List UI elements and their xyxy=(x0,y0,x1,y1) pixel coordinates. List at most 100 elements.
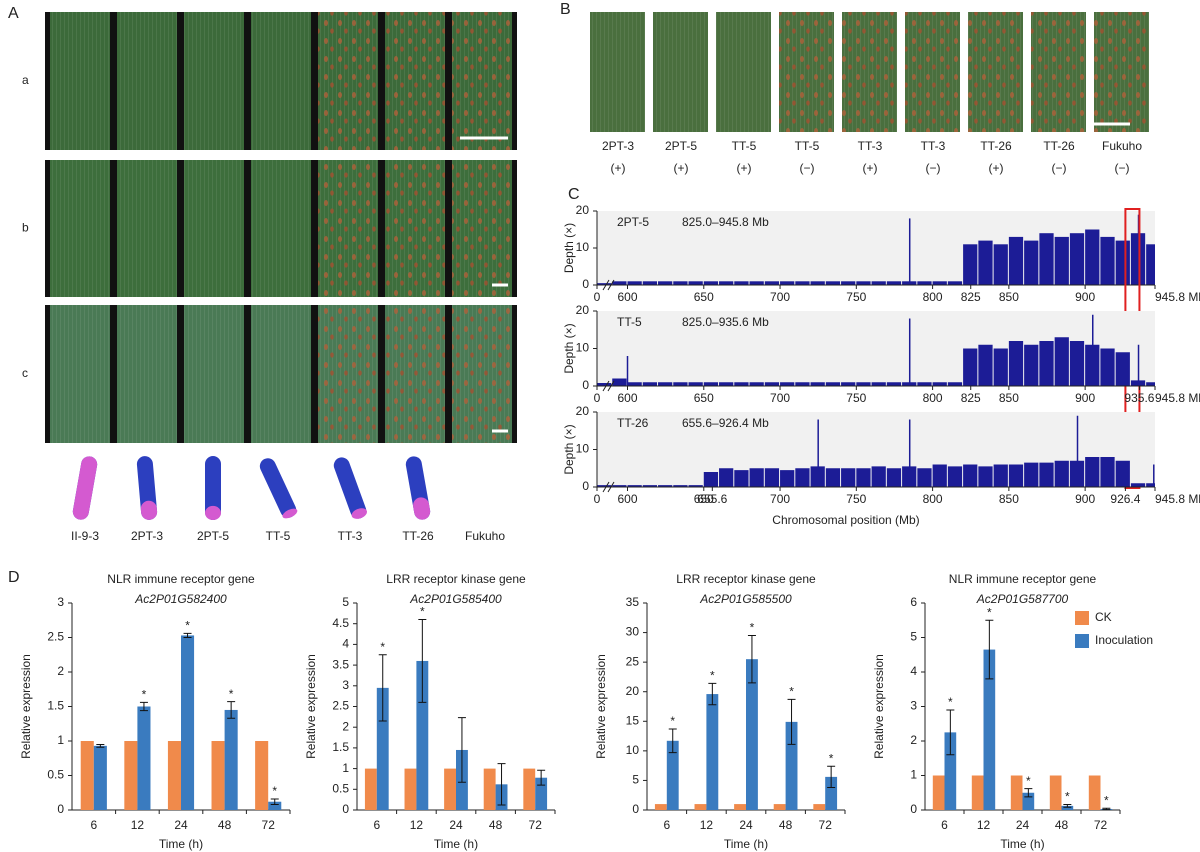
bar xyxy=(666,740,679,810)
chromosome-icon xyxy=(136,456,158,520)
panel-label: D xyxy=(8,569,20,586)
error-bar xyxy=(1024,788,1033,798)
gene-id: Ac2P01G585400 xyxy=(409,592,502,606)
bar xyxy=(654,804,667,810)
chromosome-segment xyxy=(259,458,297,518)
y-tick-label: 0 xyxy=(632,802,639,816)
depth-bar xyxy=(1054,460,1069,487)
significance-mark: * xyxy=(380,640,385,654)
depth-bar xyxy=(825,468,841,487)
bar xyxy=(137,706,151,810)
chart-title: NLR immune receptor gene xyxy=(949,572,1097,586)
y-tick-label: 2.5 xyxy=(47,630,64,644)
y-tick-label: 0 xyxy=(582,378,589,392)
chromosome-icon xyxy=(259,458,298,519)
genotype-label: II-9-3 xyxy=(71,529,99,543)
depth-bar xyxy=(780,382,795,386)
depth-bar xyxy=(886,281,902,285)
bar xyxy=(1010,775,1023,810)
chromosome-segment xyxy=(413,497,431,520)
gene-id: Ac2P01G582400 xyxy=(134,592,227,606)
x-tick-label: 850 xyxy=(999,492,1019,506)
y-tick-label: 0.5 xyxy=(332,781,349,795)
depth-bar xyxy=(673,382,688,386)
depth-bar xyxy=(658,281,673,285)
legend-label: CK xyxy=(1095,610,1112,624)
depth-bar xyxy=(917,468,932,487)
depth-bar xyxy=(841,281,856,285)
x-tick-label: 6 xyxy=(941,818,948,832)
depth-bar xyxy=(734,281,749,285)
error-bar xyxy=(827,765,836,789)
depth-bar xyxy=(612,281,627,285)
depth-bar xyxy=(1115,460,1130,487)
x-tick-label: 900 xyxy=(1075,290,1095,304)
depth-bar xyxy=(734,382,749,386)
panel-label: B xyxy=(560,1,571,18)
depth-bar xyxy=(749,382,764,386)
error-bar xyxy=(139,701,148,712)
bar xyxy=(746,659,758,810)
depth-bar xyxy=(947,281,963,285)
depth-bar xyxy=(1100,457,1115,487)
x-axis-label: Time (h) xyxy=(724,837,768,851)
error-bar xyxy=(1102,807,1111,811)
depth-bar xyxy=(1039,233,1054,285)
leaf-texture xyxy=(117,160,177,297)
significance-mark: * xyxy=(1065,790,1070,804)
y-axis-label: Relative expression xyxy=(19,654,33,759)
x-tick-label: 900 xyxy=(1075,492,1095,506)
y-axis-label: Depth (×) xyxy=(562,323,576,373)
x-axis-label: Time (h) xyxy=(1000,837,1044,851)
phenotype-label: (+) xyxy=(611,161,626,175)
x-tick-label: 24 xyxy=(739,818,753,832)
y-tick-label: 15 xyxy=(626,713,640,727)
y-tick-label: 1.5 xyxy=(47,699,64,713)
bar xyxy=(181,635,195,810)
chromosome-icon xyxy=(405,456,431,520)
rust-spots xyxy=(1031,12,1086,132)
depth-bar xyxy=(612,378,627,386)
depth-bar xyxy=(947,382,963,386)
y-axis-label: Relative expression xyxy=(872,654,886,759)
depth-bar xyxy=(780,470,795,487)
gene-id: Ac2P01G585500 xyxy=(699,592,792,606)
phenotype-label: (+) xyxy=(989,161,1004,175)
y-tick-label: 2 xyxy=(342,719,349,733)
y-tick-label: 30 xyxy=(626,625,640,639)
depth-bar xyxy=(963,464,978,487)
chromosome-icon xyxy=(205,456,221,520)
y-tick-label: 3.5 xyxy=(332,657,349,671)
chromosome-segment xyxy=(282,508,298,519)
depth-bar xyxy=(703,382,719,386)
bar xyxy=(211,741,225,810)
leaf-texture xyxy=(184,12,244,150)
significance-mark: * xyxy=(789,685,794,699)
error-bar xyxy=(96,743,105,748)
y-tick-label: 10 xyxy=(576,341,590,355)
depth-bar xyxy=(947,466,963,487)
bar xyxy=(773,804,786,810)
depth-bar xyxy=(1054,337,1069,386)
depth-bar xyxy=(810,281,825,285)
chromosome-segment xyxy=(140,500,158,520)
track-name: 2PT-5 xyxy=(617,215,649,229)
x-tick-label: 48 xyxy=(779,818,793,832)
rust-spots xyxy=(779,12,834,132)
depth-bar xyxy=(978,466,993,487)
bar xyxy=(224,709,238,810)
y-tick-label: 0 xyxy=(582,277,589,291)
depth-bar xyxy=(917,382,932,386)
significance-mark: * xyxy=(1104,793,1109,807)
depth-bar xyxy=(658,382,673,386)
depth-bar xyxy=(795,382,810,386)
x-tick-label: 800 xyxy=(923,391,943,405)
rust-spots xyxy=(1094,12,1149,132)
depth-bar xyxy=(993,244,1008,285)
depth-bar xyxy=(841,382,856,386)
track-range: 825.0–945.8 Mb xyxy=(682,215,769,229)
x-tick-label: 72 xyxy=(529,818,543,832)
depth-bar xyxy=(764,382,780,386)
depth-bar xyxy=(963,348,978,386)
axis-break xyxy=(602,279,615,291)
